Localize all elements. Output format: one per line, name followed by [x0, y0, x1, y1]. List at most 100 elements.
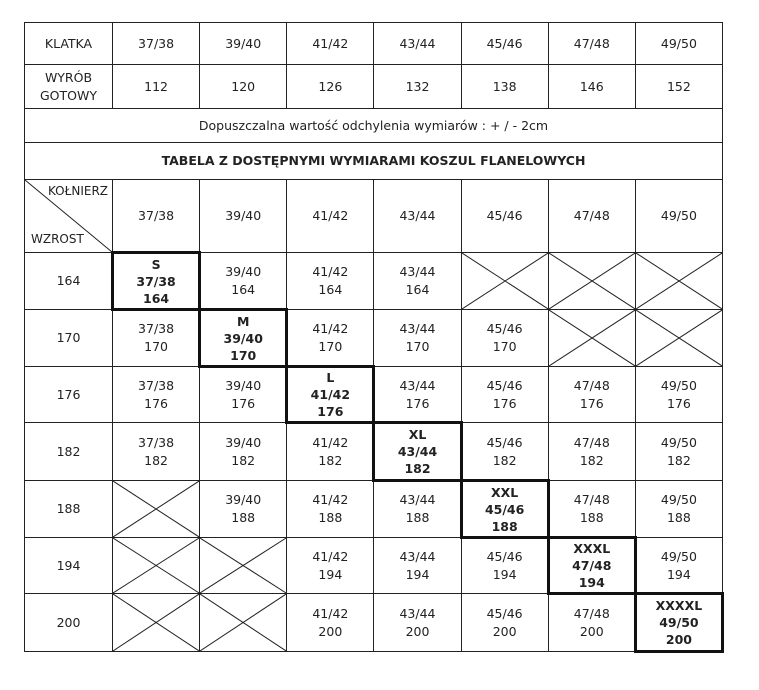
cell-height: 176	[492, 395, 517, 411]
cell-height: 194	[318, 566, 343, 582]
size-row: 188 39/40 188 41/42 188 43/44 188 XXL 45/46 188 47…	[24, 479, 724, 540]
cell-collar: 47/48	[572, 558, 612, 573]
recommended-size-cell: M 39/40 170	[198, 308, 289, 369]
cell-collar: 37/38	[138, 321, 175, 336]
wyrob-value: 126	[286, 64, 375, 109]
recommended-size-cell: XXL 45/46 188	[460, 479, 551, 540]
cross-icon	[636, 310, 722, 366]
cell-collar: 41/42	[310, 387, 351, 402]
recommended-size-cell: S 37/38 164	[111, 251, 202, 312]
cell-height: 170	[144, 339, 168, 354]
wyrob-value: 132	[373, 64, 462, 109]
cell-height: 182	[404, 461, 431, 476]
collar-header: 43/44	[373, 179, 462, 253]
tolerance-note: Dopuszczalna wartość odchylenia wymiarów…	[24, 108, 723, 143]
cell-height: 170	[492, 339, 517, 354]
cell-height: 200	[405, 623, 430, 639]
klatka-label: KLATKA	[24, 22, 113, 65]
size-cell: 45/46 194	[460, 537, 549, 594]
size-row: 164 S 37/38 164 39/40 164 41/42 164 43/44 164	[24, 251, 724, 312]
collar-header: 45/46	[460, 179, 549, 253]
cell-height: 164	[405, 282, 430, 297]
collar-header: 37/38	[111, 179, 201, 253]
size-chart-table: KLATKA 37/38 39/40 41/42 43/44 45/46 47/48 49/…	[24, 22, 725, 654]
row-height-label: 164	[24, 252, 113, 310]
cell-collar: 39/40	[225, 264, 262, 279]
cell-collar: 41/42	[312, 605, 349, 621]
row-height-label: 170	[24, 309, 113, 367]
size-cell: 43/44 164	[373, 252, 462, 310]
cell-collar: 37/38	[138, 377, 175, 393]
cell-height: 170	[405, 339, 430, 354]
size-cell: 45/46 200	[460, 593, 549, 652]
table-title: TABELA Z DOSTĘPNYMI WYMIARAMI KOSZUL FLA…	[24, 142, 723, 180]
cell-collar: 45/46	[486, 434, 523, 450]
size-row: 194 41/42 194 43/44 194 45/46 194 XXXL 47/48 194 4…	[24, 536, 724, 596]
size-cell: 45/46 182	[460, 422, 549, 481]
wyrob-value: 146	[547, 64, 636, 109]
unavailable-cell	[111, 537, 201, 594]
size-cell: 41/42 194	[286, 537, 375, 594]
cross-icon	[113, 538, 199, 593]
cell-height: 176	[666, 395, 691, 411]
cell-collar: 41/42	[312, 492, 349, 507]
cell-height: 194	[666, 566, 691, 582]
size-label: XXXXL	[655, 598, 703, 613]
wyrob-label: WYRÓB GOTOWY	[24, 64, 113, 109]
cell-collar: 49/50	[660, 548, 697, 564]
cell-collar: 47/48	[573, 377, 610, 393]
collar-header: 39/40	[199, 179, 288, 253]
recommended-size-cell: XL 43/44 182	[372, 421, 464, 483]
diagonal-line	[25, 180, 112, 252]
cell-height: 194	[492, 566, 517, 582]
wyrob-row: WYRÓB GOTOWY 112 120 126 132 138 146 152	[24, 64, 724, 109]
cell-height: 164	[143, 290, 170, 306]
unavailable-cell	[111, 480, 201, 538]
cross-icon	[636, 253, 722, 309]
cell-collar: 37/38	[138, 434, 175, 450]
cell-collar: 43/44	[399, 548, 436, 564]
klatka-value: 45/46	[460, 22, 549, 65]
cell-height: 176	[405, 395, 430, 411]
cell-collar: 37/38	[136, 273, 176, 289]
klatka-value: 47/48	[547, 22, 636, 65]
cell-height: 188	[231, 510, 256, 525]
collar-header-row: KOŁNIERZ WZROST 37/38 39/40 41/42 43/44 45/4…	[24, 179, 724, 253]
size-cell: 47/48 176	[547, 366, 636, 423]
size-cell: 37/38 170	[111, 309, 201, 367]
unavailable-cell	[199, 593, 288, 652]
cell-collar: 49/50	[660, 492, 697, 507]
cell-height: 188	[579, 510, 604, 525]
cell-height: 188	[491, 518, 518, 534]
cell-height: 188	[666, 510, 691, 525]
cell-collar: 39/40	[225, 434, 262, 450]
unavailable-cell	[547, 309, 636, 367]
cell-collar: 45/46	[486, 321, 523, 336]
size-cell: 49/50 194	[634, 537, 724, 594]
wyrob-label-line1: WYRÓB	[44, 69, 93, 85]
cell-collar: 47/48	[573, 434, 610, 450]
cell-collar: 47/48	[573, 492, 610, 507]
recommended-size-cell: XXXL 47/48 194	[547, 536, 638, 596]
corner-height-label: WZROST	[31, 232, 84, 246]
unavailable-cell	[547, 252, 636, 310]
cell-height: 176	[144, 395, 168, 411]
cell-height: 188	[405, 510, 430, 525]
klatka-value: 43/44	[373, 22, 462, 65]
cell-collar: 47/48	[573, 605, 610, 621]
size-cell: 43/44 176	[373, 366, 462, 423]
cross-icon	[200, 538, 286, 593]
size-cell: 43/44 194	[373, 537, 462, 594]
cross-icon	[113, 594, 199, 651]
size-cell: 43/44 170	[373, 309, 462, 367]
cross-icon	[200, 594, 286, 651]
wyrob-value: 138	[460, 64, 549, 109]
cell-height: 200	[492, 623, 517, 639]
size-cell: 39/40 182	[199, 422, 288, 481]
cell-height: 164	[231, 282, 256, 297]
cell-collar: 41/42	[312, 548, 349, 564]
cell-collar: 45/46	[486, 605, 523, 621]
cross-icon	[549, 253, 635, 309]
size-label: L	[326, 370, 335, 385]
size-cell: 39/40 188	[199, 480, 288, 538]
